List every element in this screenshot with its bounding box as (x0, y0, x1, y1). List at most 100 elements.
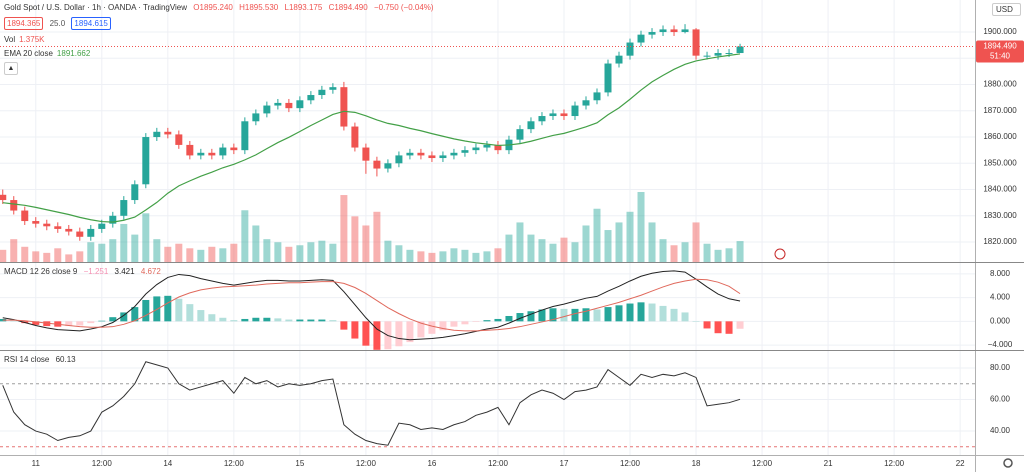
histogram-bar (10, 320, 18, 322)
volume-bar (527, 234, 535, 262)
histogram-bar (670, 308, 678, 322)
volume-bar (175, 243, 183, 262)
volume-bar (43, 252, 51, 262)
collapse-button[interactable]: ▲ (4, 62, 18, 75)
x-tick-label: 16 (427, 459, 436, 468)
histogram-bar (450, 321, 458, 327)
candle-body (153, 131, 161, 138)
candle-body (395, 155, 403, 164)
histogram-bar (362, 321, 370, 346)
histogram-bar (230, 320, 238, 322)
histogram-bar (560, 308, 568, 322)
histogram-bar (241, 318, 249, 322)
ema-value: 1891.662 (56, 49, 91, 58)
histogram-bar (373, 321, 381, 350)
x-tick-label: 22 (956, 459, 965, 468)
y-tick-label: −4.000 (988, 340, 1013, 349)
candle-body (648, 32, 656, 35)
candle-body (87, 228, 95, 237)
y-tick-label: 1880.000 (983, 80, 1017, 89)
histogram-bar (516, 313, 524, 322)
candle-body (615, 55, 623, 64)
candle-body (252, 113, 260, 122)
volume-bar (615, 222, 623, 262)
candle-body (230, 147, 238, 151)
volume-bar (252, 225, 260, 262)
volume-legend: Vol 1.375K (4, 34, 48, 45)
histogram-value: −1.251 (83, 267, 109, 276)
currency: USD (996, 5, 1013, 14)
volume-bar (648, 222, 656, 262)
candle-body (263, 105, 271, 114)
volume-bar (98, 243, 106, 262)
candle-body (186, 144, 194, 156)
candle-body (582, 100, 590, 106)
volume-bar (560, 237, 568, 262)
volume-bar (692, 222, 700, 262)
histogram-bar (296, 319, 304, 322)
candle-body (362, 147, 370, 161)
histogram-bar (725, 321, 733, 334)
volume-bar (263, 239, 271, 262)
histogram-bar (472, 321, 480, 322)
buy-button[interactable]: 1894.615 (71, 17, 111, 30)
candle-body (604, 63, 612, 93)
volume-bar (406, 249, 414, 262)
histogram-bar (637, 302, 645, 322)
x-tick-label: 12:00 (488, 459, 509, 468)
candle-body (538, 116, 546, 122)
candle-body (65, 228, 73, 232)
candle-body (10, 200, 18, 211)
y-tick-label: 4.000 (990, 293, 1011, 302)
volume-bar (120, 223, 128, 262)
histogram-bar (109, 317, 117, 322)
volume-bar (109, 239, 117, 262)
candle-body (142, 137, 150, 185)
x-tick-label: 12:00 (884, 459, 905, 468)
volume-bar (571, 242, 579, 262)
histogram-bar (252, 317, 260, 322)
candle-body (329, 87, 337, 90)
candle-body (406, 152, 414, 156)
volume-bar (659, 239, 667, 262)
volume-bar (65, 254, 73, 262)
ohlc-open: O1895.240 (193, 3, 233, 12)
histogram-bar (648, 303, 656, 322)
volume-bar (197, 249, 205, 262)
volume-bar (582, 225, 590, 262)
volume-bar (384, 240, 392, 262)
x-tick-label: 12:00 (620, 459, 641, 468)
histogram-bar (43, 321, 51, 327)
candle-body (274, 102, 282, 106)
volume-bar (637, 192, 645, 262)
candle-body (670, 29, 678, 33)
event-flag (774, 248, 786, 260)
histogram-bar (582, 308, 590, 322)
candle-body (351, 126, 359, 148)
rsi-legend: RSI 14 close 60.13 (4, 354, 80, 365)
histogram-bar (87, 321, 95, 324)
sell-button[interactable]: 1894.365 (4, 17, 44, 30)
volume-bar (340, 195, 348, 262)
candle-body (285, 102, 293, 109)
volume-bar (439, 251, 447, 262)
histogram-bar (340, 321, 348, 330)
candle-body (549, 113, 557, 117)
candle-body (439, 155, 447, 159)
candle-body (384, 163, 392, 169)
candle-body (43, 223, 51, 227)
histogram-bar (175, 298, 183, 322)
volume-bar (593, 208, 601, 262)
candle-body (131, 184, 139, 201)
volume-bar (494, 248, 502, 262)
histogram-bar (538, 309, 546, 322)
macd-legend: MACD 12 26 close 9 −1.251 3.421 4.672 (4, 266, 165, 277)
histogram-bar (549, 308, 557, 322)
histogram-bar (120, 312, 128, 322)
y-tick-label: 60.00 (990, 395, 1011, 404)
currency-button[interactable]: USD (992, 3, 1021, 16)
y-tick-label: 1900.000 (983, 27, 1017, 36)
y-tick-label: 1840.000 (983, 185, 1017, 194)
